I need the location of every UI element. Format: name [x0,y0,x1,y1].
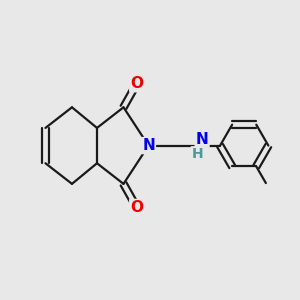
Text: O: O [130,76,143,91]
Text: N: N [196,132,208,147]
Text: O: O [130,200,143,215]
Text: N: N [142,138,155,153]
Text: H: H [191,147,203,161]
